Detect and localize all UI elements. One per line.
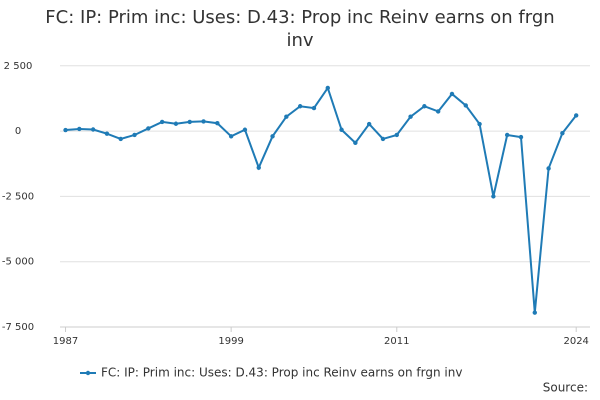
x-tick-label: 1999 [218, 336, 243, 347]
point [311, 105, 317, 111]
point [63, 127, 68, 133]
point [215, 121, 220, 126]
point [353, 140, 358, 146]
point [560, 130, 565, 136]
point [104, 131, 110, 136]
point [477, 121, 482, 127]
point [77, 126, 82, 132]
legend-swatch [85, 370, 91, 376]
point [380, 136, 386, 142]
x-tick-label: 2024 [563, 336, 588, 347]
point [408, 114, 413, 119]
point [435, 109, 441, 114]
y-tick-label: -2 500 [2, 191, 34, 202]
chart-title: FC: IP: Prim inc: Uses: D.43: Prop inc R… [45, 7, 555, 51]
point [297, 104, 303, 109]
point [159, 119, 165, 125]
point [270, 134, 275, 139]
y-tick-label: 2 500 [4, 61, 33, 72]
point [90, 127, 96, 132]
point [422, 104, 427, 109]
point [242, 127, 248, 132]
point [532, 310, 537, 315]
point [146, 126, 151, 131]
x-tick-label: 2011 [384, 336, 409, 347]
point [132, 132, 137, 138]
point [394, 132, 399, 138]
point [118, 136, 123, 142]
y-tick-label: -7 500 [2, 322, 34, 333]
point [228, 134, 234, 139]
point [256, 165, 261, 170]
point [518, 134, 524, 140]
point [546, 166, 551, 171]
point [463, 103, 468, 108]
source: Source: [543, 381, 588, 395]
point [491, 194, 496, 199]
point [325, 85, 330, 91]
point [573, 113, 579, 118]
point [339, 127, 344, 132]
point [201, 119, 206, 124]
y-tick-label: -5 000 [2, 257, 34, 268]
point [187, 119, 192, 125]
point [504, 132, 510, 138]
legend-label: FC: IP: Prim inc: Uses: D.43: Prop inc R… [101, 366, 462, 380]
point [284, 114, 289, 119]
line [65, 85, 577, 313]
point [173, 121, 179, 126]
point [449, 91, 455, 97]
point [366, 121, 372, 127]
y-tick-label: 0 [15, 126, 21, 137]
x-tick-label: 1987 [53, 336, 78, 347]
